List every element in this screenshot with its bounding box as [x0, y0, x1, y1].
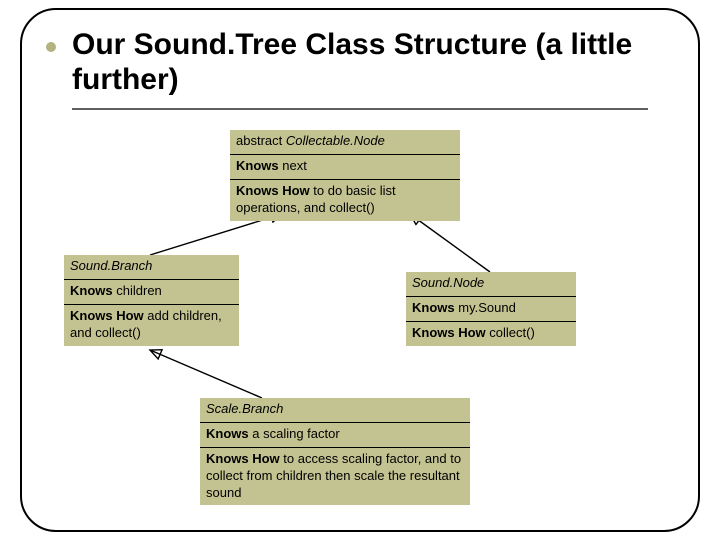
class-name: Sound.Node: [406, 272, 576, 296]
class-scale-branch: Scale.Branch Knows a scaling factor Know…: [200, 398, 470, 505]
class-knows: Knows my.Sound: [406, 296, 576, 321]
knows-text: my.Sound: [458, 300, 516, 315]
class-knows: Knows a scaling factor: [200, 422, 470, 447]
class-sound-branch: Sound.Branch Knows children Knows How ad…: [64, 255, 239, 346]
class-knows: Knows next: [230, 154, 460, 179]
class-knows: Knows children: [64, 279, 239, 304]
title-underline: [72, 108, 648, 110]
class-sound-node: Sound.Node Knows my.Sound Knows How coll…: [406, 272, 576, 346]
knows-text: children: [116, 283, 162, 298]
class-knows-how: Knows How add children, and collect(): [64, 304, 239, 346]
class-name-text: Collectable.Node: [286, 133, 385, 148]
class-knows-how: Knows How to access scaling factor, and …: [200, 447, 470, 506]
class-name: abstract Collectable.Node: [230, 130, 460, 154]
knows-text: a scaling factor: [252, 426, 339, 441]
knows-text: next: [282, 158, 307, 173]
knows-how-text: collect(): [489, 325, 535, 340]
title-bullet: [46, 42, 56, 52]
class-knows-how: Knows How collect(): [406, 321, 576, 346]
class-name: Sound.Branch: [64, 255, 239, 279]
class-name: Scale.Branch: [200, 398, 470, 422]
slide-title: Our Sound.Tree Class Structure (a little…: [72, 28, 662, 97]
abstract-keyword: abstract: [236, 133, 286, 148]
class-collectable-node: abstract Collectable.Node Knows next Kno…: [230, 130, 460, 221]
class-knows-how: Knows How to do basic list operations, a…: [230, 179, 460, 221]
